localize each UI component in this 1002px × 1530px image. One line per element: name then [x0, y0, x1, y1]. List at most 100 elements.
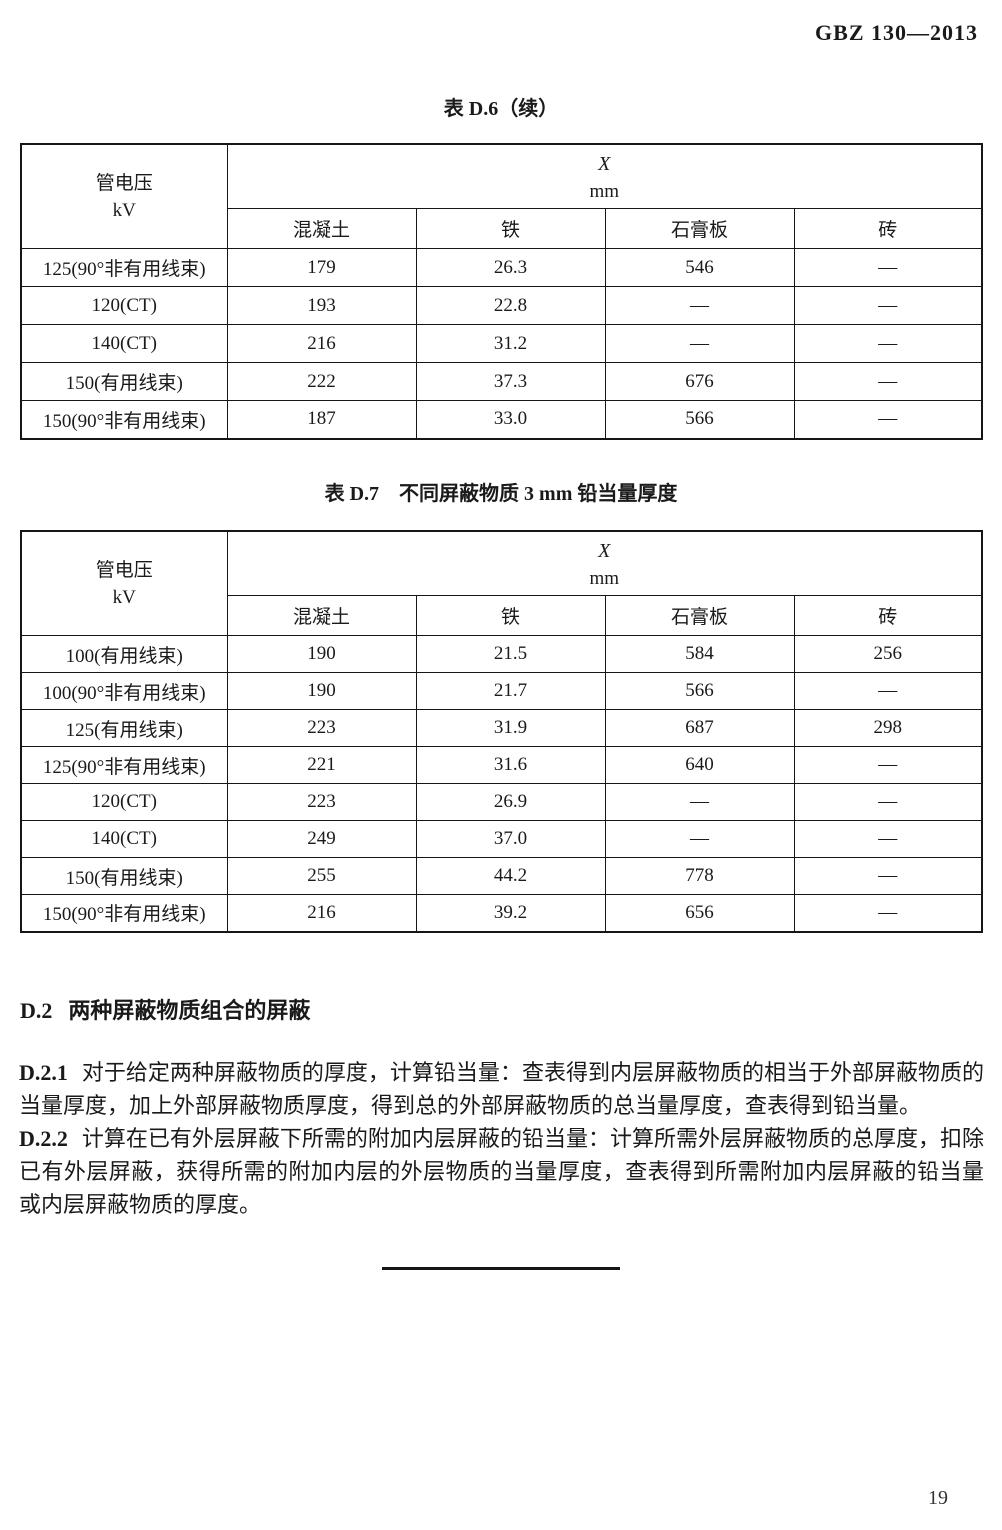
cell-value: 584: [604, 635, 795, 673]
row-label: 150(有用线束): [20, 362, 228, 401]
cell-value: 26.3: [415, 248, 606, 287]
cell-value: —: [793, 783, 983, 821]
cell-value: 31.2: [415, 324, 606, 363]
cell-value: 187: [226, 400, 417, 439]
table-row: 120(CT) 223 26.9 — —: [20, 783, 983, 821]
cell-value: 31.6: [415, 746, 606, 784]
column-header-brick: 砖: [793, 595, 983, 636]
thickness-group-header: X mm: [226, 143, 983, 209]
cell-value: —: [793, 672, 983, 710]
column-header-concrete: 混凝土: [226, 595, 417, 636]
page-number: 19: [928, 1487, 948, 1509]
cell-value: 44.2: [415, 857, 606, 895]
table-d6-header-row-2: 混凝土 铁 石膏板 砖: [21, 208, 983, 249]
table-row: 125(90°非有用线束) 179 26.3 546 —: [20, 248, 983, 287]
clause-text: 对于给定两种屏蔽物质的厚度，计算铅当量：查表得到内层屏蔽物质的相当于外部屏蔽物质…: [19, 1060, 984, 1118]
table-row: 100(90°非有用线束) 190 21.7 566 —: [20, 672, 983, 710]
table-d7-caption: 表 D.7 不同屏蔽物质 3 mm 铅当量厚度: [324, 483, 678, 505]
table-row: 150(有用线束) 255 44.2 778 —: [20, 857, 983, 895]
thickness-unit: mm: [589, 180, 620, 202]
table-d7-header-row-2: 混凝土 铁 石膏板 砖: [21, 595, 983, 636]
cell-value: —: [793, 248, 983, 287]
section-number: D.2: [20, 998, 53, 1023]
clause-d22: D.2.2 计算在已有外层屏蔽下所需的附加内层屏蔽的铅当量：计算所需外层屏蔽物质的…: [19, 1122, 984, 1221]
table-row: 140(CT) 216 31.2 — —: [20, 324, 983, 363]
cell-value: 223: [226, 709, 417, 747]
cell-value: 193: [226, 286, 417, 325]
cell-value: —: [793, 324, 983, 363]
table-d6-header-row-1: 管电压 kV X mm: [20, 143, 983, 249]
table-row: 125(90°非有用线束) 221 31.6 640 —: [20, 746, 983, 784]
tube-voltage-label: 管电压: [95, 172, 153, 194]
cell-value: —: [793, 362, 983, 401]
cell-value: 221: [226, 746, 417, 784]
cell-value: 223: [226, 783, 417, 821]
cell-value: 566: [604, 400, 795, 439]
cell-value: 22.8: [415, 286, 606, 325]
table-row: 150(90°非有用线束) 216 39.2 656 —: [20, 894, 983, 932]
cell-value: 179: [226, 248, 417, 287]
column-header-plasterboard: 石膏板: [604, 208, 795, 249]
cell-value: 656: [604, 894, 795, 932]
cell-value: 33.0: [415, 400, 606, 439]
end-of-text-rule: [382, 1267, 620, 1270]
cell-value: —: [793, 400, 983, 439]
row-label: 120(CT): [20, 286, 228, 325]
cell-value: 546: [604, 248, 795, 287]
cell-value: 249: [226, 820, 417, 858]
column-header-concrete: 混凝土: [226, 208, 417, 249]
cell-value: 21.5: [415, 635, 606, 673]
row-label: 120(CT): [20, 783, 228, 821]
cell-value: —: [793, 894, 983, 932]
row-label: 140(CT): [20, 820, 228, 858]
table-d6-caption: 表 D.6（续）: [443, 98, 559, 120]
row-label: 100(有用线束): [20, 635, 228, 673]
cell-value: 778: [604, 857, 795, 895]
table-d6: 管电压 kV X mm 混凝土 铁 石膏板 砖 125(90°非有用线束) 17…: [20, 143, 983, 440]
clause-number: D.2.2: [19, 1126, 68, 1151]
section-d2-body: D.2.1 对于给定两种屏蔽物质的厚度，计算铅当量：查表得到内层屏蔽物质的相当于外…: [19, 1056, 984, 1221]
table-row: 100(有用线束) 190 21.5 584 256: [20, 635, 983, 673]
thickness-symbol: X: [598, 152, 611, 175]
cell-value: 190: [226, 672, 417, 710]
cell-value: 216: [226, 324, 417, 363]
standard-number: GBZ 130—2013: [815, 20, 978, 45]
table-row: 120(CT) 193 22.8 — —: [20, 286, 983, 325]
tube-voltage-header: 管电压 kV: [20, 143, 228, 249]
cell-value: 566: [604, 672, 795, 710]
thickness-symbol: X: [598, 539, 611, 562]
tube-voltage-header: 管电压 kV: [20, 530, 228, 636]
clause-d21: D.2.1 对于给定两种屏蔽物质的厚度，计算铅当量：查表得到内层屏蔽物质的相当于外…: [19, 1056, 984, 1122]
cell-value: 687: [604, 709, 795, 747]
row-label: 150(有用线束): [20, 857, 228, 895]
table-d7: 管电压 kV X mm 混凝土 铁 石膏板 砖 100(有用线束) 190 21…: [20, 530, 983, 933]
cell-value: 39.2: [415, 894, 606, 932]
table-row: 150(有用线束) 222 37.3 676 —: [20, 362, 983, 401]
tube-voltage-unit: kV: [112, 199, 136, 221]
table-row: 140(CT) 249 37.0 — —: [20, 820, 983, 858]
thickness-group-header: X mm: [226, 530, 983, 596]
cell-value: —: [604, 783, 795, 821]
cell-value: —: [604, 286, 795, 325]
column-header-plasterboard: 石膏板: [604, 595, 795, 636]
cell-value: 21.7: [415, 672, 606, 710]
table-d7-header-row-1: 管电压 kV X mm: [20, 530, 983, 636]
cell-value: 298: [793, 709, 983, 747]
clause-number: D.2.1: [19, 1060, 68, 1085]
cell-value: 216: [226, 894, 417, 932]
column-header-brick: 砖: [793, 208, 983, 249]
row-label: 100(90°非有用线束): [20, 672, 228, 710]
cell-value: 37.0: [415, 820, 606, 858]
cell-value: 256: [793, 635, 983, 673]
cell-value: —: [793, 746, 983, 784]
section-title: 两种屏蔽物质组合的屏蔽: [68, 998, 311, 1023]
column-header-iron: 铁: [415, 595, 606, 636]
clause-text: 计算在已有外层屏蔽下所需的附加内层屏蔽的铅当量：计算所需外层屏蔽物质的总厚度，扣…: [19, 1126, 984, 1217]
cell-value: 26.9: [415, 783, 606, 821]
cell-value: 222: [226, 362, 417, 401]
row-label: 140(CT): [20, 324, 228, 363]
cell-value: —: [793, 857, 983, 895]
row-label: 125(90°非有用线束): [20, 746, 228, 784]
cell-value: 31.9: [415, 709, 606, 747]
